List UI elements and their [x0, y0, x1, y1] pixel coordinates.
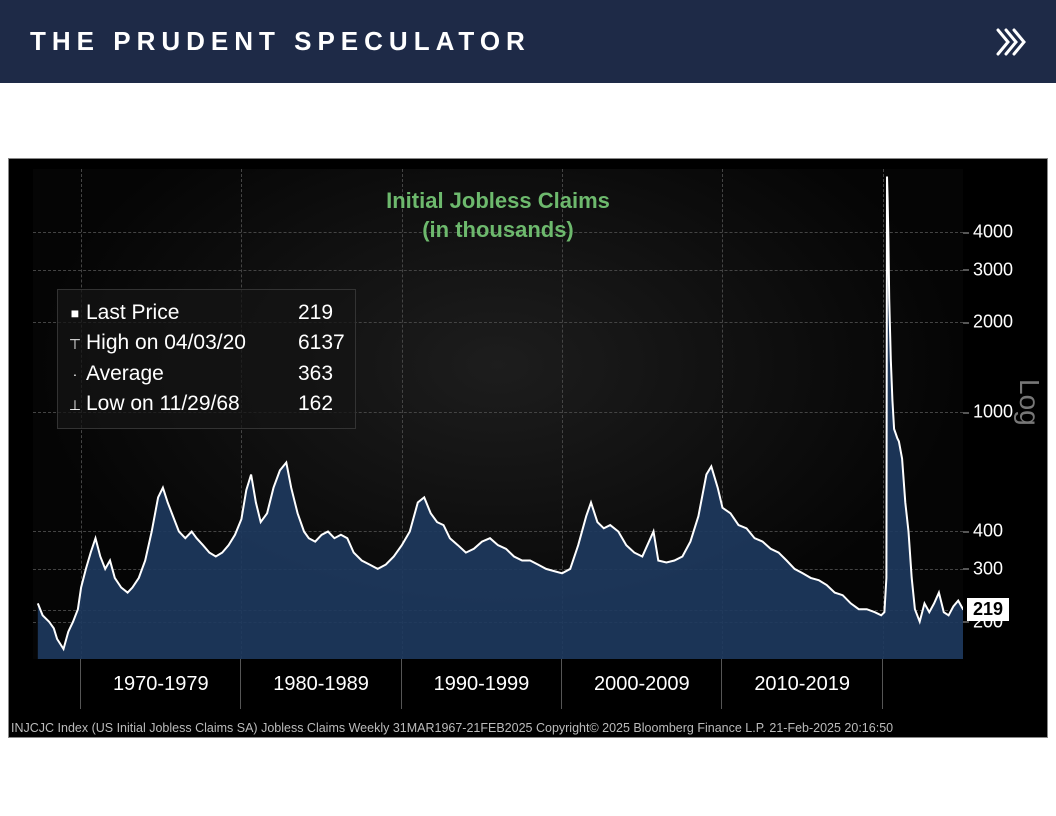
chart-footer-text: INJCJC Index (US Initial Jobless Claims … — [11, 721, 893, 735]
y-tick-label: 4000 — [973, 222, 1013, 243]
chart-wrapper: Initial Jobless Claims (in thousands) ■L… — [0, 83, 1056, 738]
x-axis: 1970-19791980-19891990-19992000-20092010… — [33, 659, 963, 709]
y-tick-label: 1000 — [973, 402, 1013, 423]
brand-title: THE PRUDENT SPECULATOR — [30, 26, 531, 57]
stats-legend-box: ■Last Price 219 ⊤High on 04/03/20 6137 ·… — [57, 289, 356, 429]
stat-last-price-value: 219 — [298, 298, 333, 328]
stat-high: ⊤High on 04/03/20 6137 — [68, 328, 345, 358]
x-tick-label: 1980-1989 — [241, 659, 401, 709]
stat-high-value: 6137 — [298, 328, 345, 358]
x-tick-blank — [33, 659, 81, 709]
x-tick-blank — [883, 659, 963, 709]
page-header: THE PRUDENT SPECULATOR — [0, 0, 1056, 83]
stat-average: ·Average 363 — [68, 359, 345, 389]
y-tick-label: 400 — [973, 521, 1003, 542]
log-scale-label: Log — [1013, 379, 1045, 426]
stat-low: ⊥Low on 11/29/68 162 — [68, 389, 345, 419]
x-tick-label: 2000-2009 — [562, 659, 722, 709]
chart-title-line2: (in thousands) — [386, 216, 610, 245]
stat-average-value: 363 — [298, 359, 333, 389]
y-tick-label: 300 — [973, 558, 1003, 579]
bloomberg-chart: Initial Jobless Claims (in thousands) ■L… — [8, 158, 1048, 738]
chart-title-line1: Initial Jobless Claims — [386, 187, 610, 216]
x-tick-label: 1970-1979 — [81, 659, 241, 709]
y-tick-label: 3000 — [973, 259, 1013, 280]
brand-logo-icon — [994, 26, 1026, 58]
x-tick-label: 2010-2019 — [722, 659, 882, 709]
x-tick-label: 1990-1999 — [402, 659, 562, 709]
last-value-marker: 219 — [967, 598, 1009, 621]
stat-last-price: ■Last Price 219 — [68, 298, 345, 328]
plot-area: Initial Jobless Claims (in thousands) ■L… — [33, 169, 963, 659]
chart-title: Initial Jobless Claims (in thousands) — [386, 187, 610, 244]
stat-low-value: 162 — [298, 389, 333, 419]
y-tick-label: 2000 — [973, 312, 1013, 333]
